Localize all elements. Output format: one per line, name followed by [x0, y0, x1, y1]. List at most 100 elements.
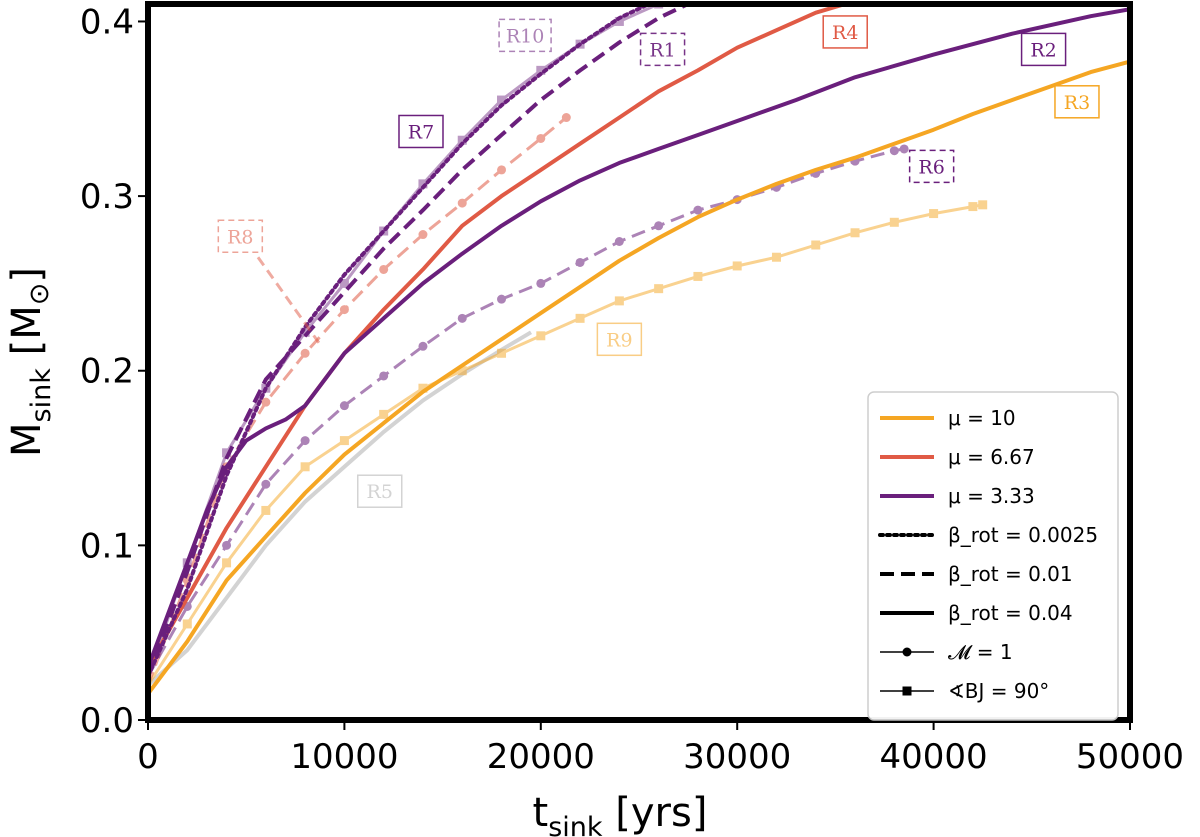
- r8-leader-line: [256, 256, 321, 344]
- run-label-text: R1: [649, 39, 675, 61]
- run-label-box: [217, 219, 264, 254]
- data-point-r6: [654, 221, 664, 231]
- data-point-r10: [339, 278, 349, 288]
- run-label-r4: R4: [822, 15, 868, 49]
- run-label-r6: R6: [908, 149, 955, 184]
- data-point-r9: [339, 436, 349, 446]
- data-point-r9: [182, 619, 192, 629]
- series-r7: [148, 4, 651, 679]
- legend-entry: μ = 10: [880, 406, 1016, 430]
- data-point-r8: [339, 305, 349, 315]
- x-tick-label: 50000: [1076, 737, 1184, 777]
- series-line-r1: [148, 4, 689, 678]
- data-point-r6: [575, 257, 585, 267]
- data-point-r9: [379, 409, 389, 419]
- run-label-text: R10: [506, 25, 544, 47]
- x-axis-label: tsink [yrs]: [533, 790, 708, 837]
- data-point-r9: [968, 202, 978, 212]
- run-label-r10: R10: [498, 18, 552, 53]
- data-point-r8: [379, 264, 389, 274]
- y-tick-label: 0.4: [80, 2, 134, 42]
- run-label-r7: R7: [398, 114, 444, 149]
- legend-marker-square: [902, 686, 912, 696]
- series-r4: [148, 4, 846, 669]
- run-label-box: [1054, 85, 1100, 119]
- legend-label: ∢BJ = 90°: [948, 679, 1049, 703]
- x-tick-label: 30000: [683, 737, 791, 777]
- x-tick-label: 10000: [290, 737, 398, 777]
- data-point-r8: [261, 397, 271, 407]
- legend-entry: μ = 3.33: [880, 484, 1035, 508]
- data-point-r9: [261, 505, 271, 515]
- y-tick-label: 0.3: [80, 177, 134, 217]
- data-point-r9: [654, 284, 664, 294]
- data-point-r6: [889, 146, 899, 156]
- run-label-text: R6: [918, 156, 944, 178]
- run-label-text: R3: [1064, 92, 1090, 114]
- legend-entry: β_rot = 0.01: [880, 562, 1073, 586]
- series-line-r3: [148, 59, 1130, 695]
- legend-label: 𝓜 = 1: [948, 640, 1013, 664]
- ticks-layer: 0 10000 20000 30000 40000 50000 0.0 0.1 0.2 0.3 0.…: [80, 2, 1184, 777]
- data-point-r6: [693, 205, 703, 215]
- data-point-r8: [418, 230, 428, 240]
- series-layer: [148, 4, 1130, 695]
- data-point-r6: [339, 401, 349, 411]
- series-line-r7: [148, 4, 651, 679]
- data-point-r6: [261, 479, 271, 489]
- legend-entry: β_rot = 0.0025: [878, 523, 1098, 547]
- legend-box: [867, 391, 1119, 721]
- data-point-r6: [418, 341, 428, 351]
- data-point-r9: [978, 200, 988, 210]
- run-label-text: R5: [367, 481, 393, 503]
- data-point-r6: [899, 144, 909, 154]
- run-label-text: R2: [1030, 39, 1056, 61]
- run-label-text: R9: [606, 329, 632, 351]
- run-label-box: [398, 114, 444, 149]
- data-point-r9: [575, 313, 585, 323]
- run-label-box: [1020, 32, 1067, 67]
- data-point-r6: [614, 237, 624, 247]
- data-point-r6: [536, 278, 546, 288]
- data-point-r8: [457, 198, 467, 208]
- data-point-r10: [614, 16, 624, 26]
- legend-entry: β_rot = 0.04: [880, 601, 1073, 625]
- run-label-r2: R2: [1020, 32, 1067, 67]
- data-point-r9: [418, 383, 428, 393]
- legend-label: μ = 10: [948, 406, 1016, 430]
- run-label-box: [908, 149, 955, 184]
- data-point-r9: [771, 252, 781, 262]
- series-r1: [148, 4, 689, 678]
- data-point-r9: [929, 209, 939, 219]
- data-point-r6: [222, 540, 232, 550]
- x-tick-label: 40000: [880, 737, 988, 777]
- y-tick-label: 0.2: [80, 352, 134, 392]
- data-point-r8: [561, 113, 571, 123]
- data-point-r8: [497, 165, 507, 175]
- data-point-r9: [889, 217, 899, 227]
- data-point-r10: [457, 135, 467, 145]
- run-label-text: R7: [408, 121, 434, 143]
- series-r3: [148, 59, 1130, 695]
- plot-frame: [145, 1, 1133, 723]
- legend-label: μ = 3.33: [948, 484, 1035, 508]
- data-point-r9: [222, 558, 232, 568]
- legend-entry: 𝓜 = 1: [880, 640, 1013, 664]
- run-labels-layer: R10 R1 R4 R2 R3 R7 R6 R8 R9 R5: [217, 15, 1100, 508]
- legend-label: β_rot = 0.0025: [948, 523, 1098, 547]
- run-label-box: [822, 15, 868, 49]
- legend-marker-circle: [902, 647, 912, 657]
- data-point-r9: [732, 261, 742, 271]
- y-axis-label: Msink [M⊙]: [4, 267, 57, 457]
- legend-entry: ∢BJ = 90°: [880, 679, 1049, 703]
- run-label-box: [639, 32, 686, 67]
- data-point-r9: [300, 462, 310, 472]
- data-point-r9: [614, 296, 624, 306]
- data-point-r9: [536, 331, 546, 341]
- data-point-r8: [300, 348, 310, 358]
- y-tick-label: 0.0: [80, 701, 134, 741]
- data-point-r6: [379, 371, 389, 381]
- series-r9: [148, 200, 988, 686]
- run-label-r8: R8: [217, 219, 264, 254]
